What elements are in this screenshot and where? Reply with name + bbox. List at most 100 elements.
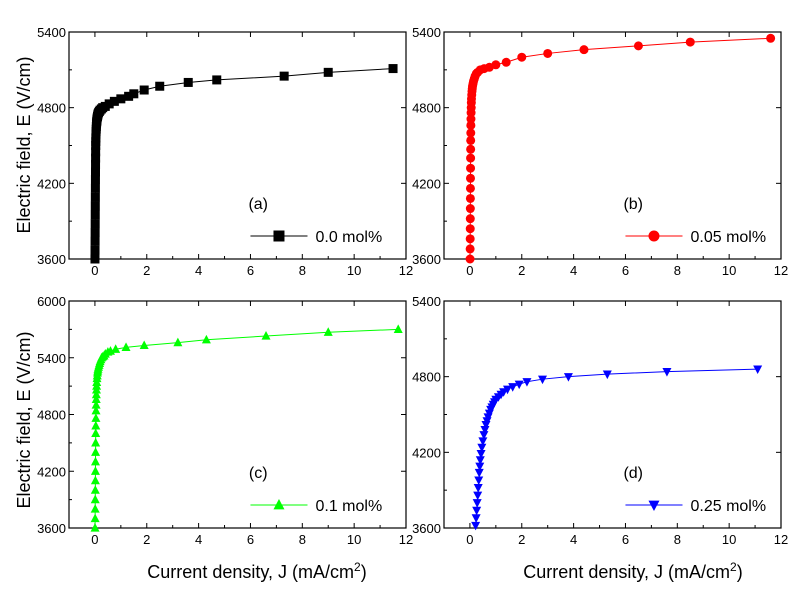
data-point-d [503, 385, 513, 395]
data-point-a [104, 99, 114, 109]
x-tick-label-d: 6 [622, 532, 629, 547]
x-tick-label-b: 0 [466, 263, 473, 278]
data-point-d [474, 468, 484, 478]
data-point-a [90, 245, 100, 255]
data-point-d [477, 443, 487, 453]
data-point-b [466, 163, 476, 173]
data-point-b [465, 244, 475, 254]
x-tick-label-c: 10 [347, 532, 361, 547]
y-axis-title-top: Electric field, E (V/cm) [14, 56, 34, 233]
data-point-d [476, 449, 486, 459]
data-point-a [124, 91, 134, 101]
data-point-b [465, 234, 475, 244]
data-point-d [522, 378, 532, 387]
data-point-d [514, 380, 524, 390]
data-point-d [472, 499, 482, 508]
x-tick-label-b: 6 [622, 263, 629, 278]
y-tick-label-c: 3600 [37, 521, 66, 536]
legend-marker-d [648, 500, 660, 512]
x-tick-label-a: 6 [247, 263, 254, 278]
data-point-c [111, 344, 121, 353]
legend-label-c: 0.1 mol% [315, 498, 382, 515]
data-point-b [465, 204, 475, 214]
data-point-a [90, 201, 100, 211]
data-point-b [491, 60, 501, 70]
data-point-b [685, 37, 695, 47]
data-point-d [473, 491, 483, 501]
data-point-d [753, 365, 763, 375]
data-point-d [472, 506, 482, 516]
y-tick-label-d: 4200 [412, 445, 441, 460]
data-point-b [466, 120, 476, 130]
data-point-a [90, 192, 100, 202]
data-point-c [91, 428, 101, 438]
x-tick-label-b: 10 [722, 263, 736, 278]
panel-d: 0 2 4 6 8 10 12 3600 4200 4800 5400 (d) 0.25 mol% [412, 294, 788, 547]
data-point-c [91, 413, 101, 422]
data-point-d [473, 484, 483, 493]
data-point-c [90, 504, 100, 513]
data-point-b [466, 153, 476, 163]
legend-marker-a [273, 230, 285, 242]
x-tick-label-a: 2 [143, 263, 150, 278]
panel-a: 0 2 4 6 8 10 12 3600 4200 4800 5400 (a) 0.0 mol% [37, 25, 413, 278]
y-tick-label-d: 5400 [412, 294, 441, 309]
data-point-c [90, 494, 100, 504]
x-tick-label-a: 10 [347, 263, 361, 278]
data-point-a [90, 210, 100, 220]
x-tick-label-b: 12 [774, 263, 788, 278]
data-point-d [479, 431, 489, 440]
data-point-b [465, 214, 475, 224]
y-tick-label-b: 3600 [412, 252, 441, 267]
data-point-d [662, 368, 672, 377]
data-point-d [602, 370, 612, 380]
panel-c: 0 2 4 6 8 10 12 3600 4200 4800 5400 6000 (c) 0.1 mol% [37, 294, 413, 547]
x-tick-label-c: 0 [91, 532, 98, 547]
data-point-a [323, 67, 333, 77]
x-tick-label-d: 10 [722, 532, 736, 547]
x-tick-label-a: 8 [299, 263, 306, 278]
legend-marker-b [648, 230, 660, 242]
data-point-c [90, 475, 100, 485]
data-point-b [465, 254, 475, 264]
data-point-a [91, 159, 101, 169]
plot-frame-c [68, 300, 407, 529]
x-tick-label-a: 4 [195, 263, 202, 278]
x-tick-label-c: 12 [399, 532, 413, 547]
data-point-c [121, 342, 131, 351]
x-tick-label-a: 0 [91, 263, 98, 278]
data-point-b [465, 183, 475, 193]
x-tick-label-c: 4 [195, 532, 202, 547]
data-point-a [109, 96, 119, 106]
x-tick-label-c: 8 [299, 532, 306, 547]
x-tick-label-a: 12 [399, 263, 413, 278]
data-point-c [90, 513, 100, 523]
data-point-b [466, 128, 476, 138]
data-point-a [90, 219, 100, 229]
panel-b: 0 2 4 6 8 10 12 3600 4200 4800 5400 (b) 0.05 mol% [412, 25, 788, 278]
data-point-c [90, 485, 100, 494]
data-point-d [508, 383, 518, 392]
panel-label-b: (b) [623, 196, 643, 213]
y-tick-label-d: 3600 [412, 521, 441, 536]
y-tick-label-c: 4800 [37, 408, 66, 423]
data-point-b [633, 41, 643, 51]
x-tick-label-b: 8 [674, 263, 681, 278]
y-tick-label-c: 4200 [37, 464, 66, 479]
data-point-a [155, 81, 165, 91]
y-tick-label-b: 4200 [412, 176, 441, 191]
data-point-b [465, 193, 475, 203]
legend-label-d: 0.25 mol% [690, 498, 766, 515]
y-tick-label-d: 4800 [412, 370, 441, 385]
data-point-c [91, 400, 101, 409]
data-point-c [173, 337, 183, 347]
data-point-b [466, 114, 476, 124]
data-point-a [90, 183, 100, 193]
data-point-c [139, 340, 149, 350]
y-tick-label-a: 4200 [37, 176, 66, 191]
panel-label-c: (c) [249, 465, 268, 482]
series-line-b [469, 37, 771, 260]
legend-marker-c [273, 498, 285, 510]
x-tick-label-b: 2 [518, 263, 525, 278]
